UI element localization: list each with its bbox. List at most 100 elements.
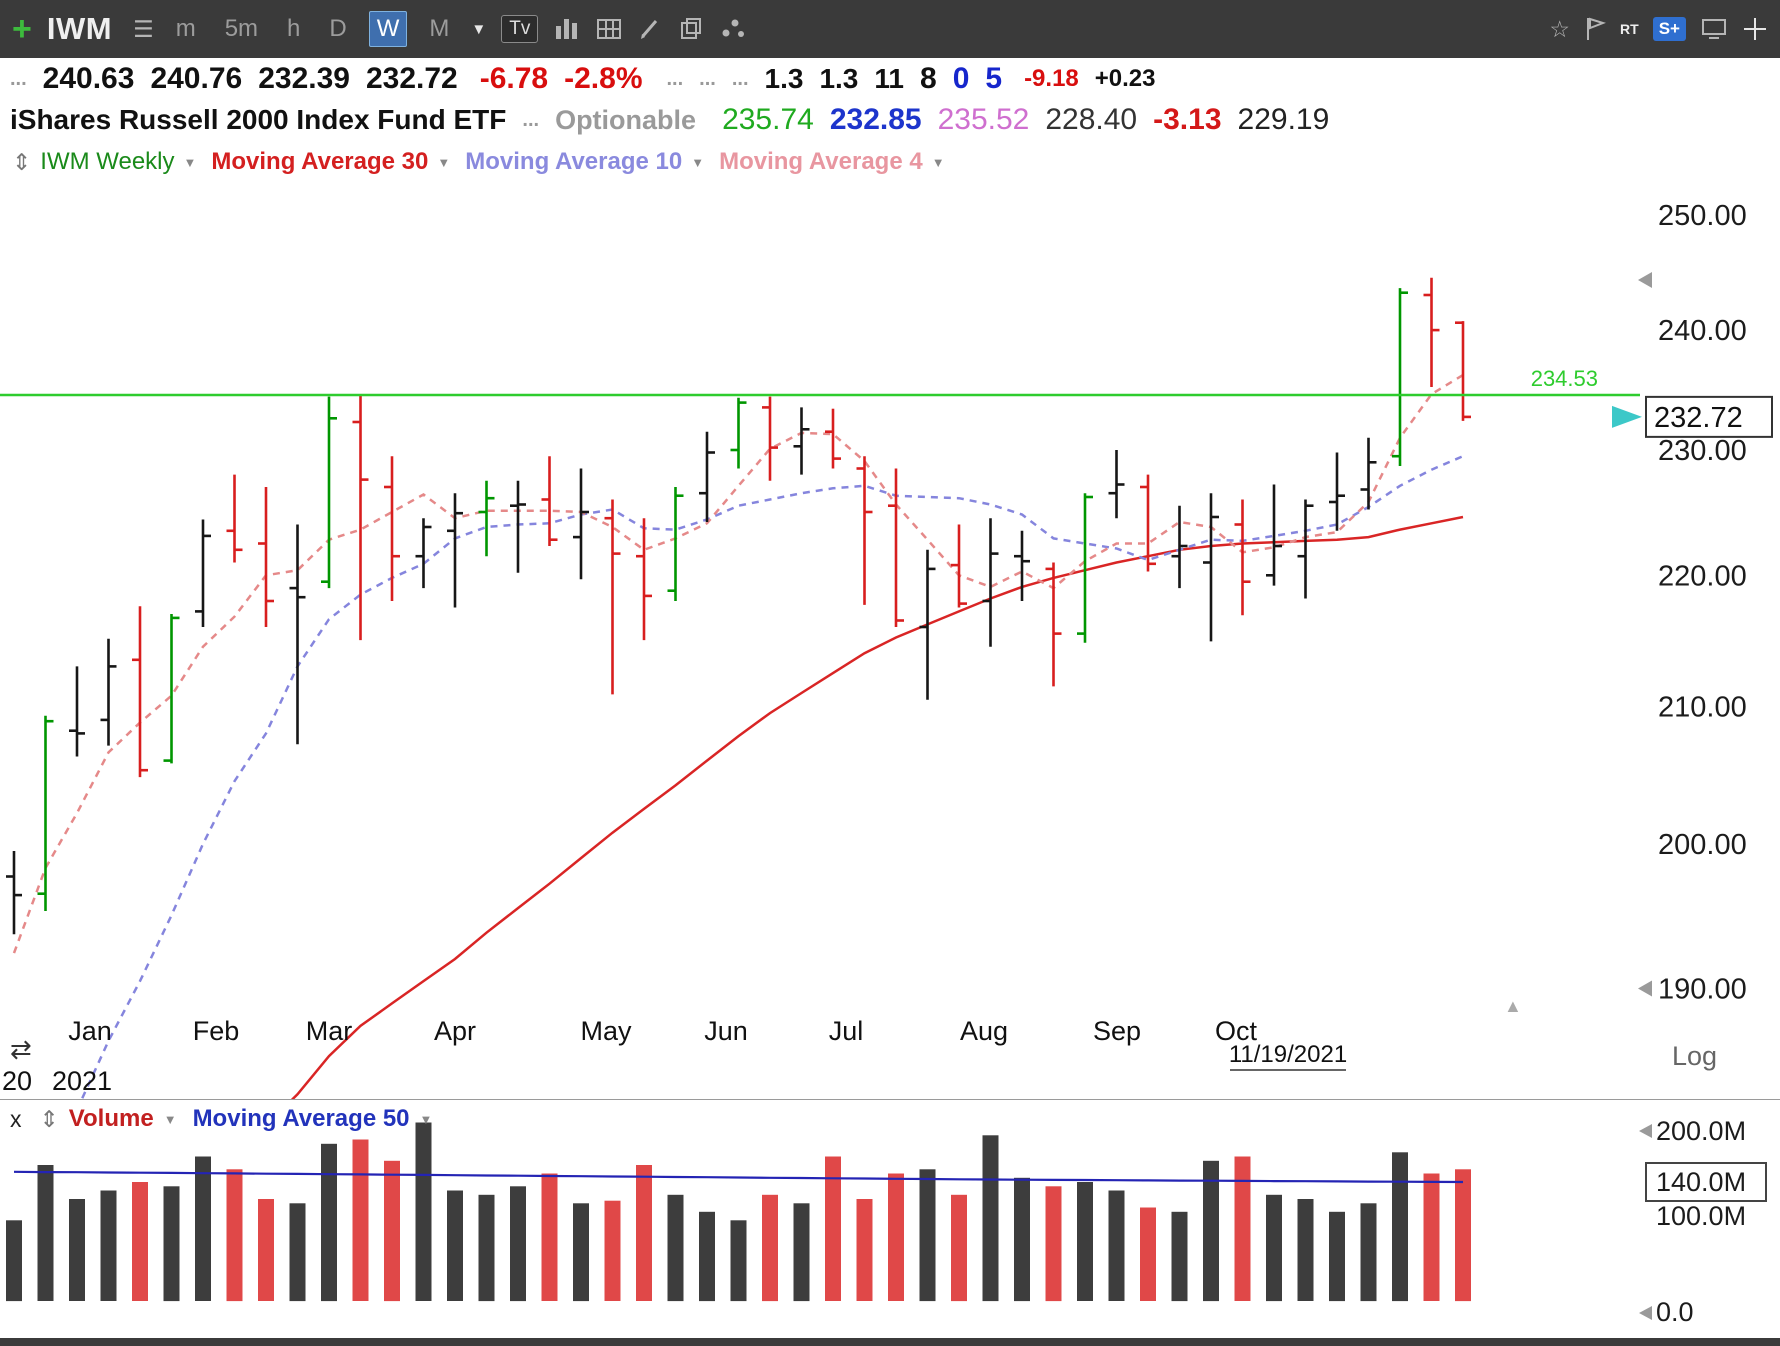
ohlc-bar[interactable] <box>1077 493 1093 643</box>
volume-bar[interactable] <box>1045 1186 1062 1302</box>
ohlc-bar[interactable] <box>163 614 180 764</box>
menu-icon[interactable]: ☰ <box>133 15 154 42</box>
volume-bar[interactable] <box>825 1156 841 1302</box>
volume-bar[interactable] <box>6 1220 22 1302</box>
ohlc-bar[interactable] <box>478 480 495 557</box>
symbol-series-label[interactable]: IWM Weekly <box>40 148 175 175</box>
volume-bar[interactable] <box>919 1169 936 1302</box>
bar-chart-icon[interactable] <box>553 16 581 42</box>
ohlc-bar[interactable] <box>825 408 841 469</box>
volume-bar[interactable] <box>1329 1211 1345 1302</box>
ohlc-bar[interactable] <box>1014 530 1030 601</box>
ohlc-bar[interactable] <box>730 397 747 469</box>
volume-bar[interactable] <box>1266 1194 1282 1302</box>
volume-bar[interactable] <box>100 1190 117 1302</box>
volume-bar[interactable] <box>604 1200 621 1301</box>
ohlc-bar[interactable] <box>384 456 400 601</box>
timeframe-hour[interactable]: h <box>287 15 301 42</box>
ohlc-bar[interactable] <box>132 606 148 778</box>
volume-bars[interactable] <box>6 1122 1471 1302</box>
copy-pages-icon[interactable] <box>678 16 704 42</box>
ma10-label[interactable]: Moving Average 10 <box>465 148 683 175</box>
ohlc-bar[interactable] <box>856 456 873 605</box>
volume-bar[interactable] <box>982 1135 999 1302</box>
price-chart-svg[interactable]: 234.53 250.00 240.00 230.00 220.00 210.00 200.… <box>0 140 1780 1099</box>
ohlc-bar[interactable] <box>415 518 432 589</box>
move-cross-icon[interactable] <box>1742 16 1768 42</box>
ohlc-bar[interactable] <box>321 396 337 589</box>
volume-bar[interactable] <box>384 1160 400 1302</box>
star-icon[interactable]: ☆ <box>1549 15 1571 42</box>
volume-bar[interactable] <box>321 1143 337 1302</box>
volume-bar[interactable] <box>856 1199 873 1301</box>
volume-bar[interactable] <box>1455 1169 1471 1302</box>
volume-bar[interactable] <box>37 1165 54 1301</box>
volume-caret-icon[interactable]: ▼ <box>163 1111 177 1127</box>
ma4-caret-icon[interactable]: ▼ <box>931 154 945 170</box>
volume-bar[interactable] <box>951 1194 967 1302</box>
tv-tool-icon[interactable]: Tv <box>501 15 539 43</box>
ohlc-bar[interactable] <box>1297 499 1314 599</box>
volume-bar[interactable] <box>1360 1203 1377 1302</box>
flag-icon[interactable] <box>1584 16 1607 42</box>
ohlc-bar[interactable] <box>510 480 526 573</box>
volume-pane[interactable]: x ⇕ Volume ▼ Moving Average 50 ▼ 200.0M 1… <box>0 1101 1780 1346</box>
ohlc-bar[interactable] <box>888 468 904 628</box>
volume-bar[interactable] <box>762 1194 778 1302</box>
ma50-label[interactable]: Moving Average 50 <box>192 1105 410 1132</box>
timeframe-caret-icon[interactable]: ▼ <box>471 20 487 38</box>
ohlc-bar[interactable] <box>1360 437 1377 510</box>
monitor-icon[interactable] <box>1700 16 1728 42</box>
timeframe-week[interactable]: W <box>368 11 408 47</box>
volume-bar[interactable] <box>667 1194 684 1302</box>
volume-bar[interactable] <box>1234 1156 1251 1302</box>
volume-bar[interactable] <box>888 1173 904 1302</box>
ma30-label[interactable]: Moving Average 30 <box>211 148 429 175</box>
volume-bar[interactable] <box>1392 1152 1408 1302</box>
ohlc-bar[interactable] <box>636 518 652 641</box>
volume-bar[interactable] <box>1171 1211 1188 1302</box>
volume-bar[interactable] <box>1077 1182 1093 1301</box>
axis-scroll-arrow-icon[interactable] <box>1639 1306 1652 1320</box>
timeframe-5minute[interactable]: 5m <box>224 15 259 42</box>
ma10-caret-icon[interactable]: ▼ <box>691 154 705 170</box>
close-pane-button[interactable]: x <box>10 1105 22 1132</box>
axis-scroll-arrow-icon[interactable] <box>1639 1124 1652 1138</box>
ohlc-bar[interactable] <box>699 431 715 522</box>
scroll-up-arrow-icon[interactable]: ▲ <box>1504 996 1522 1016</box>
volume-bar[interactable] <box>573 1203 589 1302</box>
ohlc-bar[interactable] <box>289 524 306 745</box>
volume-bar[interactable] <box>1140 1207 1156 1302</box>
ohlc-bar[interactable] <box>541 456 558 546</box>
ohlc-bar[interactable] <box>604 499 621 695</box>
ohlc-bar[interactable] <box>1392 288 1408 466</box>
ohlc-bar[interactable] <box>951 524 967 608</box>
volume-bar[interactable] <box>447 1190 463 1302</box>
pane-resize-icon[interactable]: ⇕ <box>12 148 32 175</box>
ohlc-bar[interactable] <box>6 851 22 935</box>
axis-scroll-arrow-icon[interactable] <box>1638 272 1652 289</box>
ohlc-bar[interactable] <box>573 468 589 580</box>
ohlc-bar[interactable] <box>919 549 936 700</box>
ma10-line[interactable] <box>14 455 1464 1099</box>
volume-bar[interactable] <box>1108 1190 1125 1302</box>
volume-bar[interactable] <box>1014 1177 1030 1302</box>
pane-resize-icon[interactable]: ⇕ <box>39 1105 59 1132</box>
timeframe-month[interactable]: M <box>429 15 450 42</box>
volume-bar[interactable] <box>132 1182 148 1301</box>
volume-bar[interactable] <box>69 1199 85 1301</box>
volume-chart-svg[interactable]: 200.0M 140.0M 100.0M 0.0 <box>0 1101 1780 1346</box>
ohlc-bar[interactable] <box>1423 277 1440 387</box>
ohlc-bar[interactable] <box>1045 562 1062 687</box>
ohlc-bar[interactable] <box>1455 321 1471 421</box>
ticker-symbol[interactable]: IWM <box>46 11 113 46</box>
volume-bar[interactable] <box>699 1211 715 1302</box>
volume-bar[interactable] <box>258 1199 274 1301</box>
ohlc-bar[interactable] <box>100 638 117 746</box>
volume-bar[interactable] <box>195 1156 211 1302</box>
volume-bar[interactable] <box>289 1203 306 1302</box>
axis-scroll-arrow-icon[interactable] <box>1638 980 1652 997</box>
ohlc-bar[interactable] <box>447 493 463 608</box>
volume-bar[interactable] <box>1203 1160 1219 1302</box>
timeframe-minute[interactable]: m <box>175 15 196 42</box>
